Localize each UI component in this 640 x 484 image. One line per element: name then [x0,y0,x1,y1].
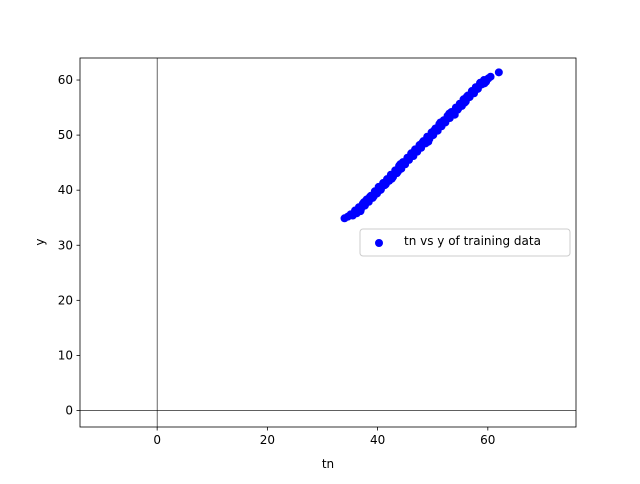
scatter-point [424,137,433,146]
axes-layer: 0 20 40 60 0 10 20 30 40 50 60 [58,57,577,447]
scatter-point [454,104,463,113]
x-tick-label: 0 [153,433,161,447]
x-tick-label: 60 [480,433,495,447]
scatter-point [462,92,471,101]
y-tick-label: 40 [58,183,73,197]
legend-box [359,228,571,257]
scatter-point [408,150,417,159]
x-tick-label: 40 [370,433,385,447]
scatter-point [387,174,396,183]
scatter-point [396,160,405,169]
y-tick-label: 10 [58,348,73,362]
legend: tn vs y of training data [359,228,571,257]
scatter-point [393,167,402,176]
legend-marker [375,239,383,247]
y-axis-label: y [33,238,47,245]
y-tick-label: 0 [65,403,73,417]
plot-layer [80,58,576,427]
scatter-point [369,192,378,201]
scatter-point [486,72,495,81]
scatter-point [450,110,459,119]
plot-frame [79,57,577,428]
y-tick-label: 30 [58,238,73,252]
y-tick-label: 50 [58,128,73,142]
x-tick-label: 20 [260,433,275,447]
legend-label: tn vs y of training data [404,234,541,248]
scatter-point [442,115,451,124]
scatter-point [359,198,368,207]
scatter-point [418,138,427,147]
x-axis-label: tn [322,457,334,471]
scatter-point [356,207,365,216]
scatter-point [375,186,384,195]
y-tick-label: 20 [58,293,73,307]
scatter-point [436,118,445,127]
scatter-point [460,98,469,107]
scatter-point [494,68,503,77]
scatter-point [475,81,483,90]
scatter-point [430,126,439,135]
scatter-point [381,180,390,189]
y-tick-label: 60 [58,73,73,87]
